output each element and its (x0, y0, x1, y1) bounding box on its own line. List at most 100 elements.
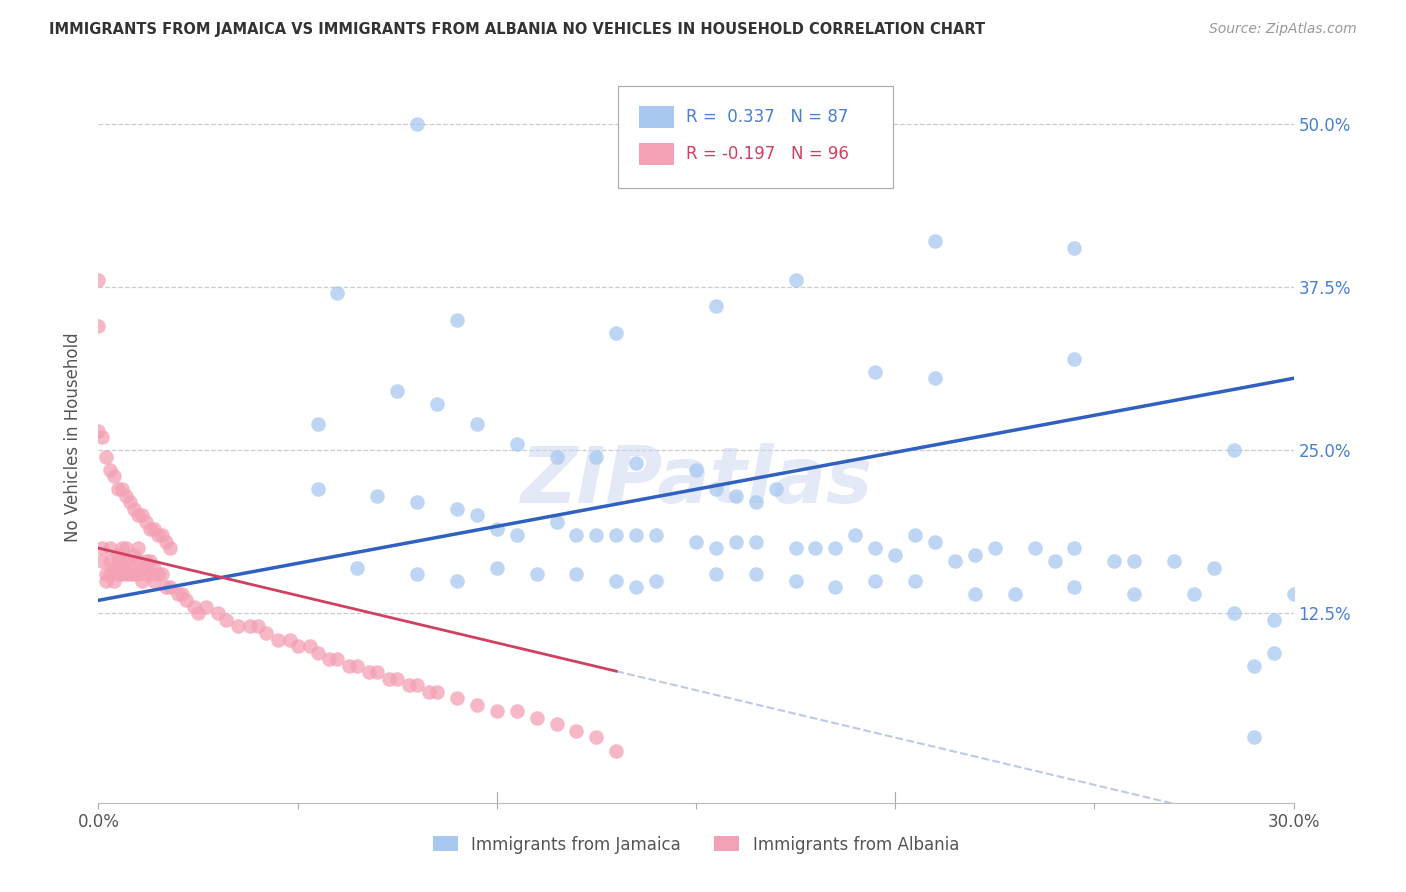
Point (278, 632, 301, 647)
Point (745, 567, 768, 582)
Point (565, 567, 588, 582)
Point (1004, 587, 1026, 601)
Point (1263, 613, 1285, 627)
Point (298, 639, 321, 653)
Point (98, 541, 122, 555)
Point (704, 483, 727, 497)
Point (485, 560, 508, 574)
Point (485, 705, 508, 719)
Point (148, 528, 170, 542)
Point (1163, 554, 1185, 568)
Point (155, 580, 177, 594)
Point (924, 234, 946, 248)
Point (804, 541, 827, 555)
Point (307, 483, 329, 497)
Point (605, 574, 627, 588)
Point (120, 495, 142, 509)
Point (254, 626, 277, 640)
Point (239, 619, 262, 633)
Point (465, 508, 488, 523)
Point (605, 326, 627, 340)
Point (406, 567, 429, 582)
Point (107, 567, 129, 582)
Point (984, 541, 1007, 555)
Point (1063, 580, 1085, 594)
FancyBboxPatch shape (619, 86, 893, 188)
Point (131, 508, 153, 523)
Point (150, 567, 173, 582)
Point (96, 450, 118, 464)
Point (139, 521, 162, 535)
Point (120, 554, 142, 568)
Point (385, 384, 409, 399)
Point (155, 534, 177, 549)
Point (143, 574, 166, 588)
Point (148, 567, 170, 582)
Point (585, 450, 607, 464)
Point (1123, 587, 1146, 601)
Point (406, 678, 429, 692)
Point (724, 534, 747, 549)
Point (685, 463, 707, 477)
Text: ZIPatlas: ZIPatlas (520, 443, 872, 519)
Point (1282, 587, 1305, 601)
Legend: Immigrants from Jamaica, Immigrants from Albania: Immigrants from Jamaica, Immigrants from… (426, 829, 966, 860)
Point (131, 574, 153, 588)
Point (135, 554, 157, 568)
Point (87, 424, 110, 438)
Point (546, 717, 568, 731)
Point (307, 417, 329, 431)
Point (135, 515, 157, 529)
Point (704, 300, 727, 314)
Point (172, 587, 194, 601)
Point (605, 528, 627, 542)
FancyBboxPatch shape (638, 143, 675, 165)
Point (1202, 560, 1225, 574)
Point (143, 560, 166, 574)
Point (1063, 351, 1085, 366)
Point (1243, 658, 1265, 673)
Point (183, 599, 205, 614)
Point (446, 312, 468, 326)
Point (1063, 541, 1085, 555)
Point (107, 548, 129, 562)
Point (385, 672, 409, 686)
Point (111, 567, 134, 582)
Point (115, 554, 138, 568)
Point (318, 652, 340, 666)
Point (91, 541, 114, 555)
Point (963, 587, 986, 601)
Point (1104, 554, 1126, 568)
Point (506, 436, 529, 450)
Point (96, 574, 118, 588)
Point (207, 607, 229, 621)
Point (1024, 541, 1046, 555)
Point (115, 489, 138, 503)
Point (1263, 646, 1285, 660)
Point (1223, 607, 1246, 621)
Text: R = -0.197   N = 96: R = -0.197 N = 96 (686, 145, 849, 163)
Point (565, 528, 588, 542)
Point (143, 521, 166, 535)
Point (139, 554, 162, 568)
Point (135, 567, 157, 582)
Point (724, 489, 747, 503)
Point (98, 463, 122, 477)
Point (115, 567, 138, 582)
Point (98, 554, 122, 568)
Point (378, 672, 401, 686)
Point (785, 273, 807, 287)
Point (844, 528, 866, 542)
Point (1223, 443, 1246, 458)
Point (91, 430, 114, 444)
Point (626, 456, 648, 470)
Text: R =  0.337   N = 87: R = 0.337 N = 87 (686, 109, 849, 127)
Point (546, 515, 568, 529)
Point (446, 502, 468, 516)
Point (1123, 554, 1146, 568)
Point (127, 554, 149, 568)
Y-axis label: No Vehicles in Household: No Vehicles in Household (65, 332, 83, 542)
Point (426, 397, 449, 411)
Point (131, 560, 153, 574)
Point (745, 534, 768, 549)
